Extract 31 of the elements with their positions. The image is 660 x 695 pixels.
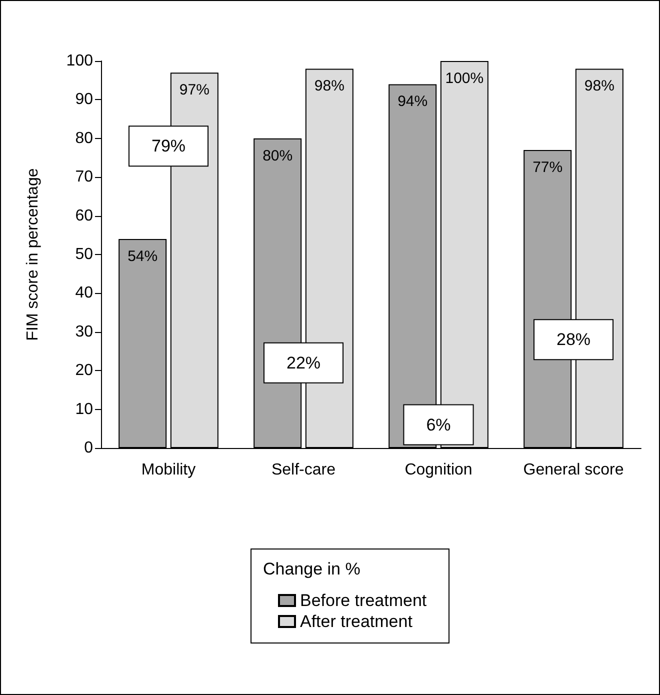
y-tick-label: 0 <box>84 440 94 456</box>
annotation: 79% <box>151 136 186 156</box>
legend-title: Change in % <box>263 560 360 578</box>
y-tick-label: 30 <box>75 323 94 340</box>
x-tick-label: Mobility <box>141 462 196 478</box>
annotation: 22% <box>286 353 321 372</box>
y-tick-label: 10 <box>75 400 94 418</box>
y-tick-label: 50 <box>75 246 94 263</box>
data-label: 80% <box>262 147 293 164</box>
y-tick-label: 20 <box>75 362 94 380</box>
data-label: 97% <box>179 82 210 99</box>
y-tick-label: 70 <box>75 168 94 186</box>
data-label: 98% <box>314 78 344 95</box>
x-tick-label: Self-care <box>271 462 336 478</box>
y-tick-label: 80 <box>75 130 94 147</box>
y-tick-label: 90 <box>75 91 94 108</box>
data-label: 54% <box>128 248 158 266</box>
annotation: 28% <box>556 330 591 350</box>
y-tick-label: 100 <box>66 52 94 70</box>
data-label: 94% <box>398 93 428 110</box>
y-tick-label: 40 <box>75 284 94 302</box>
annotation: 6% <box>426 415 451 434</box>
legend-label: Before treatment <box>300 591 427 610</box>
x-tick-label: Cognition <box>404 462 472 478</box>
legend-label: After treatment <box>300 612 413 631</box>
x-tick-label: General score <box>523 462 624 478</box>
data-label: 98% <box>584 78 614 95</box>
y-tick-label: 60 <box>75 207 94 224</box>
data-label: 77% <box>532 159 563 176</box>
data-label: 100% <box>445 70 484 87</box>
y-axis-title: FIM score in percentage <box>24 168 42 341</box>
